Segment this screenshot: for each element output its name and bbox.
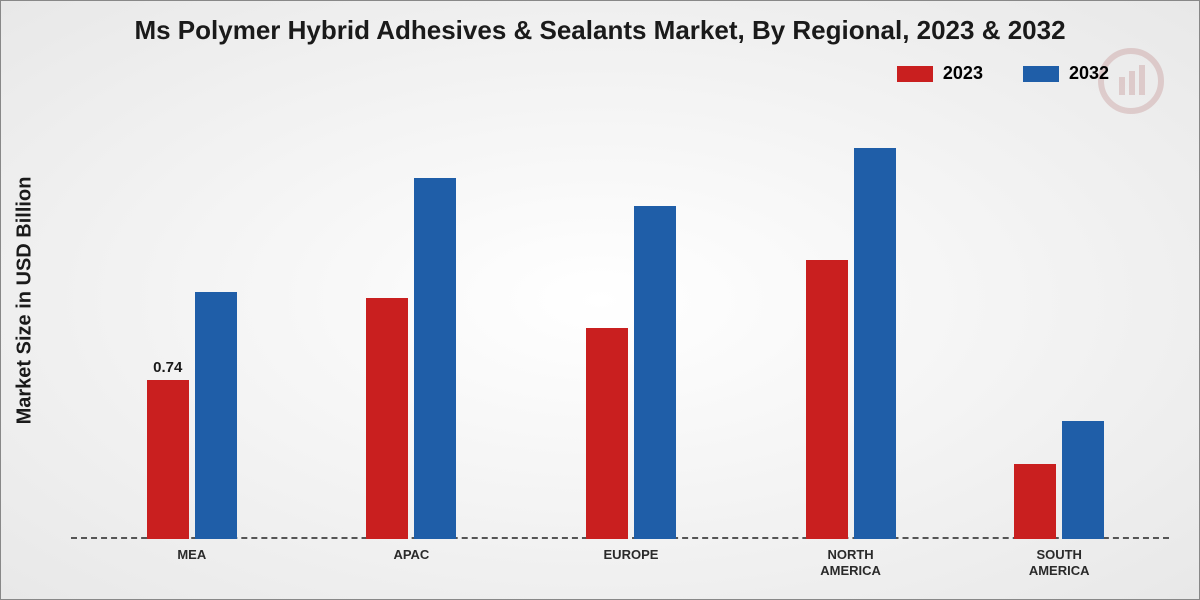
legend-item-2032: 2032 (1023, 63, 1109, 84)
bar-2023 (147, 380, 189, 539)
bar-group: APAC (366, 178, 456, 539)
bar-2032 (854, 148, 896, 539)
bar-2023 (806, 260, 848, 540)
bar-2023 (1014, 464, 1056, 539)
bar-2023 (586, 328, 628, 539)
category-label: MEA (112, 547, 272, 563)
category-label: APAC (331, 547, 491, 563)
bar-group: SOUTHAMERICA (1014, 421, 1104, 539)
bar-group: EUROPE (586, 206, 676, 539)
chart-title: Ms Polymer Hybrid Adhesives & Sealants M… (1, 15, 1199, 46)
category-label: NORTHAMERICA (771, 547, 931, 578)
category-label: SOUTHAMERICA (979, 547, 1139, 578)
bar-2023 (366, 298, 408, 539)
legend-swatch-2023 (897, 66, 933, 82)
bar-group: MEA (147, 292, 237, 539)
data-label: 0.74 (153, 359, 182, 376)
bar-2032 (634, 206, 676, 539)
legend-label-2023: 2023 (943, 63, 983, 84)
bar-group: NORTHAMERICA (806, 148, 896, 539)
category-label: EUROPE (551, 547, 711, 563)
legend-label-2032: 2032 (1069, 63, 1109, 84)
bar-2032 (414, 178, 456, 539)
y-axis-label-wrap: Market Size in USD Billion (5, 1, 45, 599)
legend-swatch-2032 (1023, 66, 1059, 82)
bar-2032 (1062, 421, 1104, 539)
bar-2032 (195, 292, 237, 539)
y-axis-label: Market Size in USD Billion (14, 176, 37, 424)
chart-canvas: Ms Polymer Hybrid Adhesives & Sealants M… (0, 0, 1200, 600)
legend-item-2023: 2023 (897, 63, 983, 84)
plot-area: MEA APAC EUROPE NORTHAMERICA SOUTHAMERICA 0.7… (71, 111, 1169, 539)
legend: 2023 2032 (897, 63, 1109, 84)
